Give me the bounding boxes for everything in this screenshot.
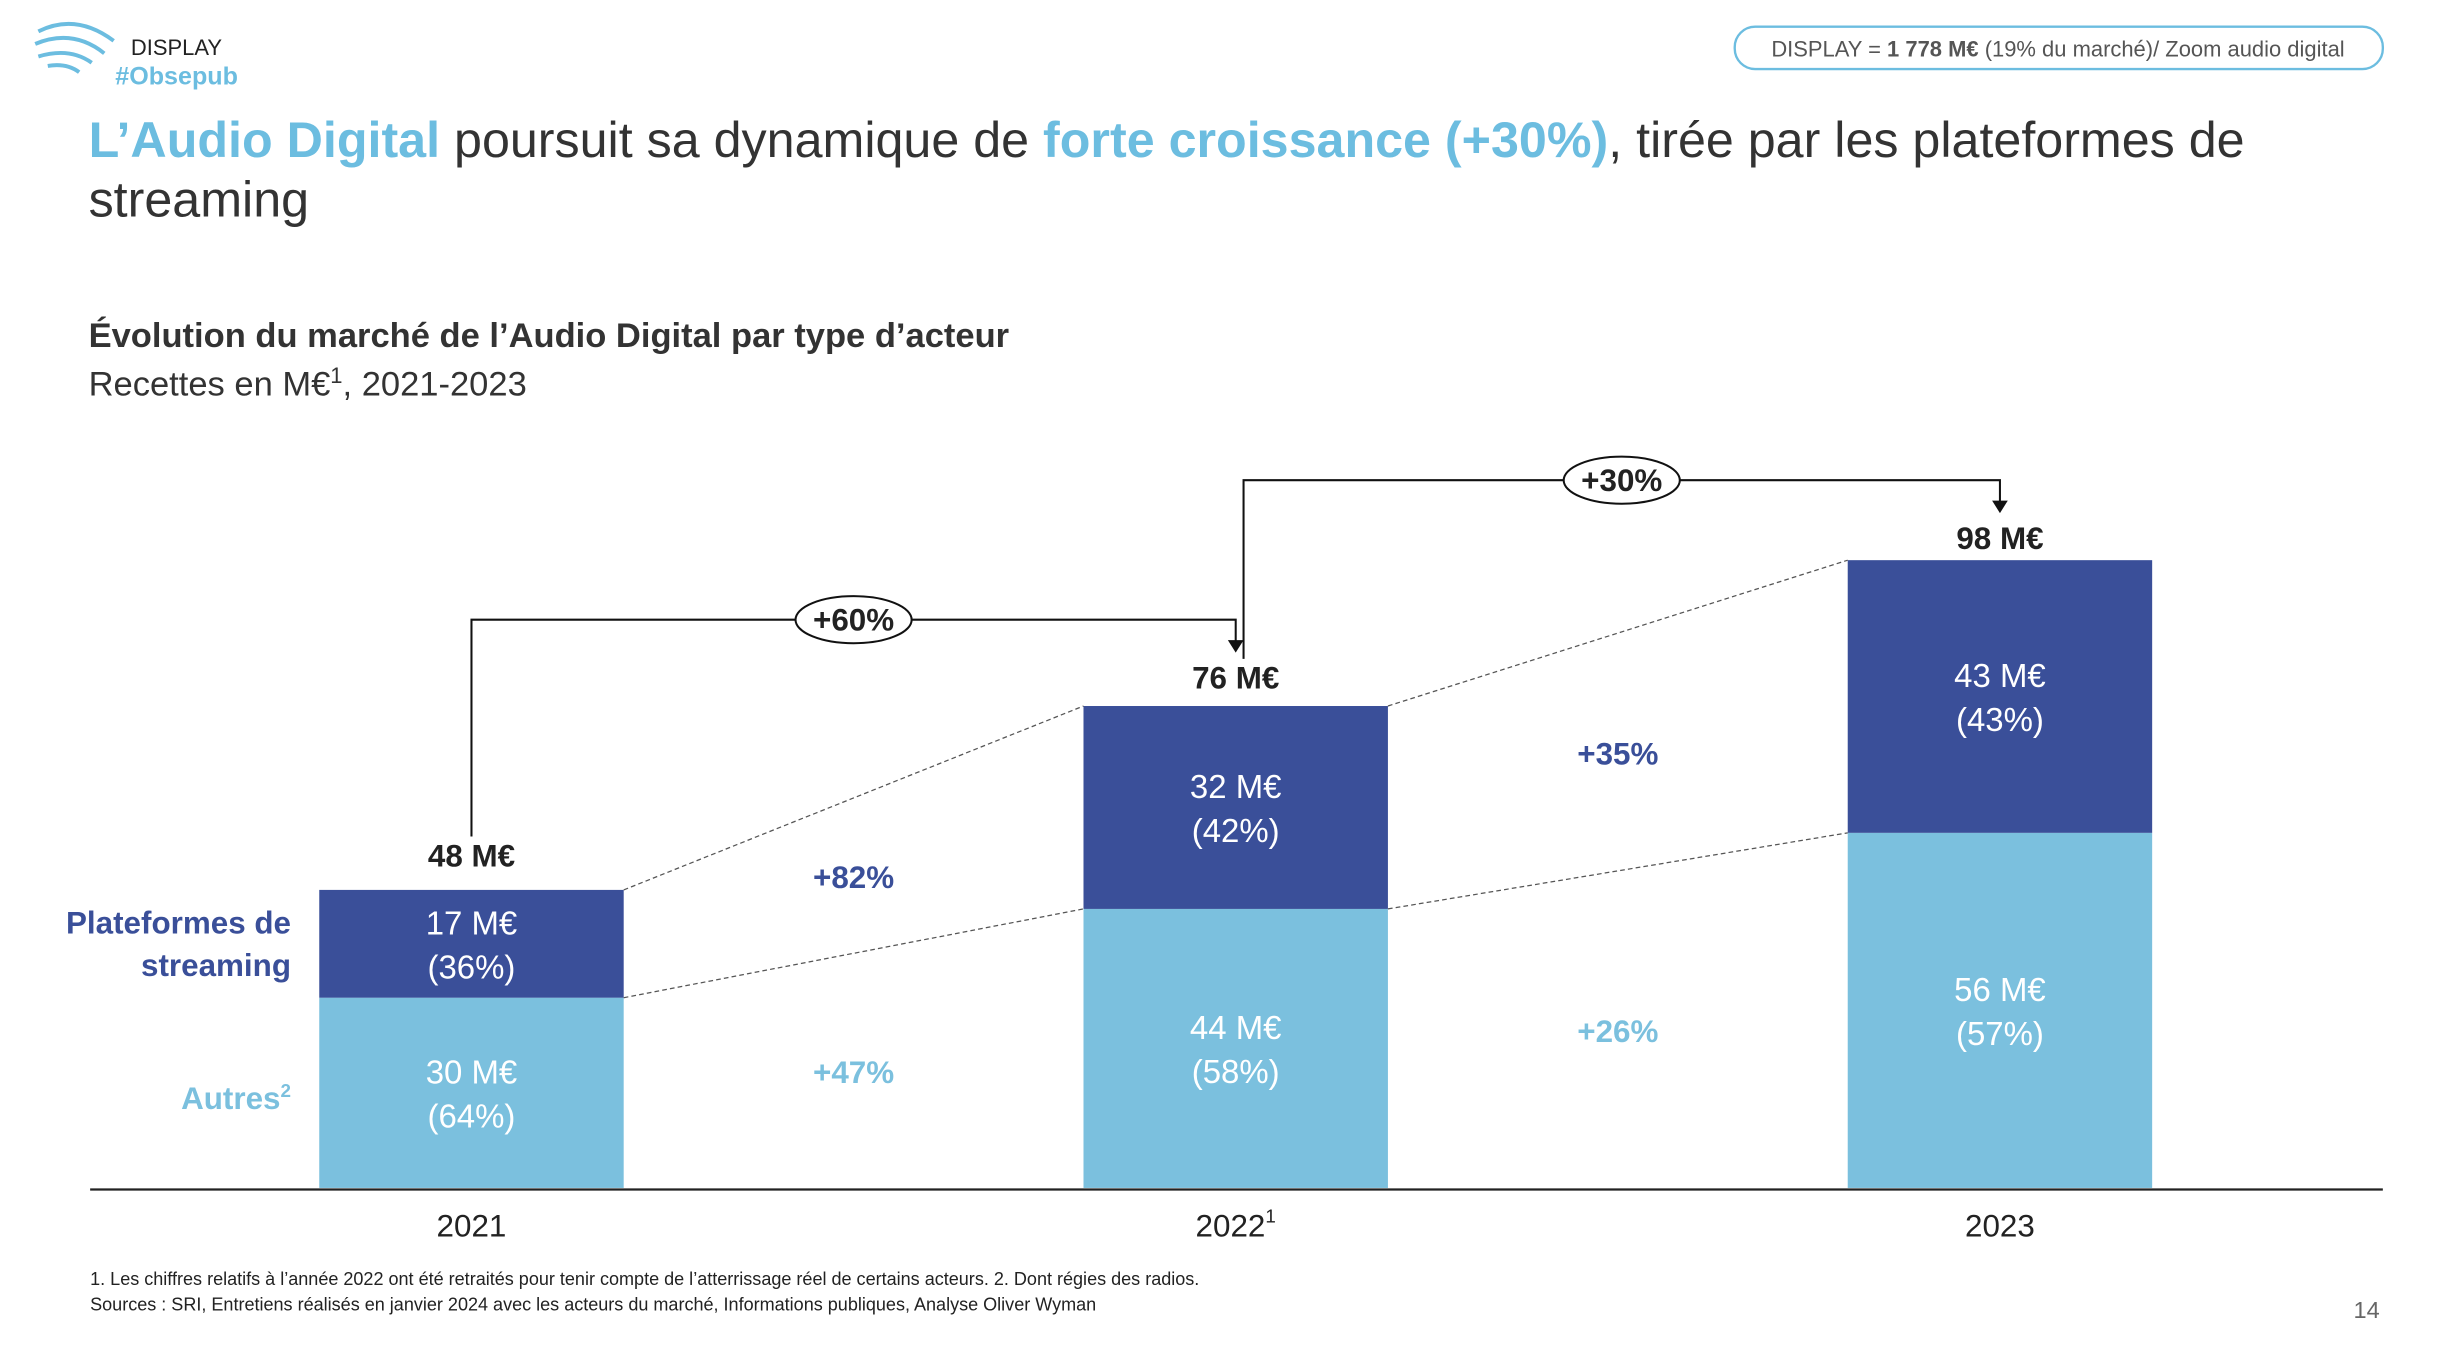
subtitle-part: , 2021-2023 (343, 365, 527, 403)
page-number: 14 (2354, 1297, 2380, 1323)
legend-name: Autres (181, 1082, 281, 1117)
legend-item: Plateformes de streaming (63, 900, 291, 994)
legend-label: Plateformes de streaming (63, 900, 291, 994)
subtitle-part: Recettes en M€ (89, 365, 331, 403)
legend-text: Plateformes de streaming (63, 905, 291, 990)
badge-part: 1 778 M€ (1887, 36, 1979, 61)
category: 2022 (1196, 1209, 1266, 1244)
badge-text: DISPLAY = 1 778 M€ (19% du marché)/ Zoom… (1771, 36, 2344, 61)
x-tick-label: 2021 (437, 1209, 507, 1244)
growth-label: +82% (813, 860, 894, 895)
logo (34, 21, 115, 74)
x-tick-label: 2023 (1965, 1209, 2035, 1244)
badge-part: DISPLAY = (1771, 36, 1887, 61)
title-wrap: L’Audio Digital poursuit sa dynamique de… (89, 110, 2349, 229)
title-part: poursuit sa dynamique de (440, 111, 1044, 168)
value-label: 30 M€ (426, 1053, 518, 1090)
total-label: 48 M€ (428, 838, 515, 873)
value-label: 44 M€ (1190, 1009, 1282, 1046)
subtitle-note: 1 (330, 363, 342, 388)
growth-oval (1562, 455, 1681, 505)
section: DISPLAY (131, 35, 222, 60)
total-growth-label: +60% (813, 603, 894, 638)
badge-part: (19% du marché)/ Zoom audio digital (1979, 36, 2345, 61)
growth-oval (794, 595, 913, 645)
category: 2023 (1965, 1209, 2035, 1244)
value-label: 43 M€ (1954, 657, 2046, 694)
bar-segment (1083, 908, 1388, 1188)
bar-segment (319, 889, 624, 998)
legend-text: Autres2 (63, 1070, 291, 1121)
total-label: 76 M€ (1192, 661, 1279, 696)
value-label: 32 M€ (1190, 768, 1282, 805)
value-label: 17 M€ (426, 904, 518, 941)
connector (623, 705, 1084, 891)
badge (1733, 25, 2385, 71)
bar-segment (1083, 706, 1388, 909)
footnote: 1. Les chiffres relatifs à l’année 2022 … (90, 1269, 1199, 1289)
chart-title: Évolution du marché de l’Audio Digital p… (89, 315, 1010, 355)
legend-name: Plateformes de streaming (65, 907, 292, 985)
bar-segment (319, 997, 624, 1188)
title-part: L’Audio Digital (88, 111, 441, 168)
legend-note: 2 (280, 1079, 292, 1102)
growth-label: +26% (1577, 1014, 1658, 1049)
title: L’Audio Digital poursuit sa dynamique de… (89, 110, 2349, 229)
category-note: 1 (1265, 1205, 1275, 1226)
share-label: (64%) (428, 1097, 516, 1134)
legend-item: Autres2 (63, 1049, 291, 1143)
category: 2021 (437, 1209, 507, 1244)
title-part: , tirée par les plateformes de streaming (88, 111, 2245, 228)
total-growth-label: +30% (1581, 463, 1662, 498)
title-part: forte croissance (+30%) (1043, 111, 1609, 168)
value-label: 56 M€ (1954, 971, 2046, 1008)
bar-segment (1847, 832, 2153, 1188)
chart-subtitle: Recettes en M€1, 2021-2023 (89, 363, 527, 404)
legend-label: Autres2 (63, 1049, 291, 1143)
arrow-head (1992, 500, 2008, 514)
growth-label: +35% (1577, 737, 1658, 772)
connector (1387, 559, 1848, 707)
connector (1387, 832, 1848, 910)
connector (623, 908, 1084, 999)
footnote: Sources : SRI, Entretiens réalisés en ja… (90, 1294, 1096, 1314)
growth-label: +47% (813, 1055, 894, 1090)
share-label: (58%) (1192, 1053, 1280, 1090)
arrow-head (1227, 640, 1244, 653)
share-label: (42%) (1192, 812, 1280, 849)
share-label: (36%) (428, 948, 516, 985)
total-label: 98 M€ (1956, 521, 2043, 556)
bar-segment (1847, 560, 2153, 833)
hashtag: #Obsepub (115, 63, 238, 91)
share-label: (57%) (1956, 1015, 2044, 1052)
x-tick-label: 20221 (1196, 1205, 1276, 1243)
share-label: (43%) (1956, 701, 2044, 738)
